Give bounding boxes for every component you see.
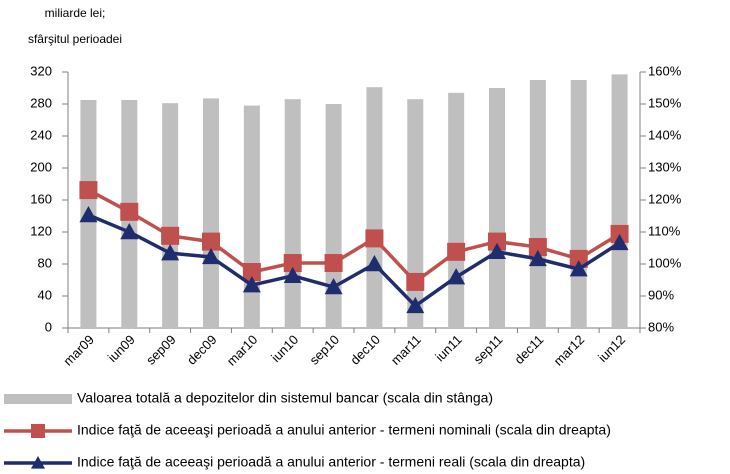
- y2-tick-label: 110%: [648, 223, 681, 238]
- y-axis-title: miliarde lei;: [45, 6, 106, 20]
- marker: [120, 202, 139, 221]
- bar: [448, 92, 465, 328]
- y-tick-label: 240: [30, 127, 52, 142]
- marker: [569, 260, 588, 277]
- x-tick-label: iun10: [268, 332, 301, 365]
- y2-tick-label: 150%: [648, 95, 682, 110]
- y2-tick-label: 120%: [648, 191, 682, 206]
- marker: [324, 278, 343, 295]
- legend-label: Valoarea totală a depozitelor din sistem…: [77, 390, 493, 406]
- marker: [488, 242, 506, 260]
- marker: [365, 229, 384, 248]
- x-tick-label: iun12: [595, 332, 628, 365]
- x-tick-label: sep10: [306, 332, 342, 368]
- bar: [407, 99, 424, 328]
- y2-tick-label: 80%: [648, 319, 674, 334]
- legend-swatch: [31, 424, 45, 438]
- y-tick-label: 80: [38, 255, 52, 270]
- x-tick-label: dec10: [347, 332, 383, 368]
- y-tick-label: 40: [38, 287, 52, 302]
- y-tick-label: 280: [30, 95, 52, 110]
- y-tick-label: 200: [30, 159, 52, 174]
- bar: [489, 88, 505, 328]
- legend-swatch: [31, 456, 45, 469]
- x-tick-label: mar12: [551, 332, 588, 369]
- bar: [570, 80, 587, 328]
- marker: [447, 242, 466, 261]
- x-tick-label: iun09: [105, 332, 138, 365]
- marker: [202, 232, 220, 251]
- marker: [528, 238, 547, 257]
- marker: [242, 263, 261, 281]
- marker: [406, 272, 425, 291]
- marker: [161, 244, 180, 261]
- line: [87, 213, 621, 309]
- legend-label: Indice faţă de aceeaşi perioadă a anului…: [77, 454, 585, 470]
- y-tick-label: 160: [30, 191, 52, 206]
- x-tick-label: sep09: [143, 332, 179, 368]
- marker: [365, 255, 384, 272]
- marker: [79, 206, 98, 223]
- legend-label: Indice faţă de aceeaşi perioadă a anului…: [77, 422, 611, 438]
- x-tick-label: mar11: [388, 332, 424, 368]
- y-axis-title: sfârşitul perioadei: [28, 32, 122, 46]
- x-tick-label: sep11: [471, 332, 506, 367]
- bar: [366, 87, 383, 328]
- marker: [528, 249, 547, 267]
- y2-tick-label: 160%: [648, 63, 682, 78]
- bar: [203, 98, 219, 329]
- x-tick-label: dec09: [184, 332, 220, 368]
- marker: [488, 232, 506, 251]
- x-tick-label: mar10: [224, 332, 261, 369]
- marker: [406, 296, 425, 314]
- y2-tick-label: 100%: [648, 255, 682, 270]
- marker: [283, 254, 302, 273]
- bar: [325, 104, 342, 328]
- bar: [284, 99, 301, 328]
- marker: [161, 226, 180, 245]
- bar: [529, 80, 546, 328]
- marker: [120, 223, 139, 240]
- bar: [162, 103, 179, 328]
- bar: [243, 105, 260, 328]
- marker: [242, 276, 261, 293]
- marker: [569, 249, 588, 268]
- x-tick-label: mar09: [60, 332, 97, 369]
- legend-swatch: [4, 394, 72, 404]
- y2-tick-label: 140%: [648, 127, 682, 142]
- y2-tick-label: 90%: [648, 287, 674, 302]
- y-tick-label: 0: [45, 319, 52, 334]
- marker: [610, 233, 629, 251]
- marker: [202, 247, 220, 265]
- y2-tick-label: 130%: [648, 159, 682, 174]
- marker: [79, 181, 98, 200]
- marker: [324, 254, 343, 273]
- y-tick-label: 320: [30, 63, 52, 78]
- x-tick-label: dec11: [511, 332, 546, 367]
- x-tick-label: iun11: [432, 332, 464, 364]
- marker: [447, 268, 466, 285]
- marker: [283, 266, 302, 284]
- y-tick-label: 120: [30, 223, 52, 238]
- bar: [611, 74, 628, 329]
